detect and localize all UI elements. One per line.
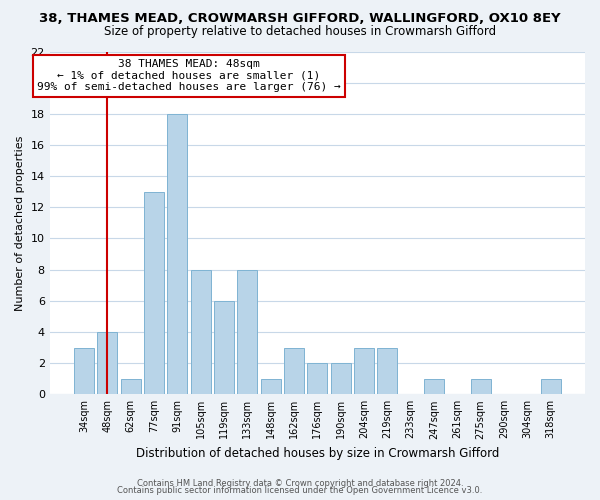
Bar — [121, 378, 140, 394]
Bar — [261, 378, 281, 394]
Text: Contains HM Land Registry data © Crown copyright and database right 2024.: Contains HM Land Registry data © Crown c… — [137, 478, 463, 488]
X-axis label: Distribution of detached houses by size in Crowmarsh Gifford: Distribution of detached houses by size … — [136, 447, 499, 460]
Bar — [471, 378, 491, 394]
Bar — [541, 378, 560, 394]
Bar — [74, 348, 94, 395]
Bar — [167, 114, 187, 394]
Bar — [377, 348, 397, 395]
Text: Contains public sector information licensed under the Open Government Licence v3: Contains public sector information licen… — [118, 486, 482, 495]
Text: 38 THAMES MEAD: 48sqm
← 1% of detached houses are smaller (1)
99% of semi-detach: 38 THAMES MEAD: 48sqm ← 1% of detached h… — [37, 60, 341, 92]
Bar — [307, 363, 327, 394]
Bar — [331, 363, 350, 394]
Bar — [238, 270, 257, 394]
Bar — [97, 332, 117, 394]
Bar — [284, 348, 304, 395]
Text: 38, THAMES MEAD, CROWMARSH GIFFORD, WALLINGFORD, OX10 8EY: 38, THAMES MEAD, CROWMARSH GIFFORD, WALL… — [39, 12, 561, 26]
Bar — [214, 301, 234, 394]
Bar — [191, 270, 211, 394]
Bar — [424, 378, 444, 394]
Y-axis label: Number of detached properties: Number of detached properties — [15, 135, 25, 310]
Text: Size of property relative to detached houses in Crowmarsh Gifford: Size of property relative to detached ho… — [104, 25, 496, 38]
Bar — [354, 348, 374, 395]
Bar — [144, 192, 164, 394]
